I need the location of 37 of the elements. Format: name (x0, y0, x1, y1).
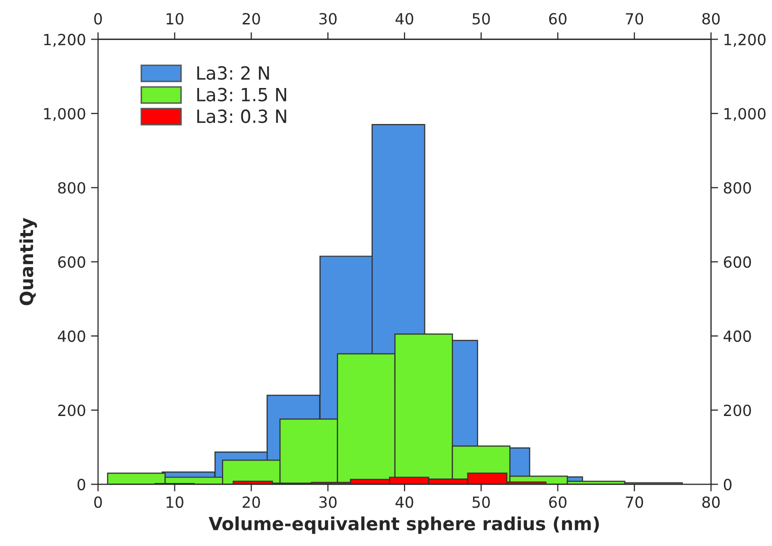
x-tick-label: 40 (396, 496, 414, 508)
y2-tick-label: 1,000 (724, 108, 766, 122)
x-tick-label: 60 (549, 496, 566, 508)
x-tick-label: 30 (319, 496, 337, 508)
x2-tick-label: 80 (702, 12, 720, 25)
y-tick-label: 600 (58, 256, 86, 268)
y-tick-label: 400 (58, 330, 86, 342)
x-tick-label: 0 (94, 496, 102, 508)
x2-tick-label: 60 (549, 12, 566, 25)
x-tick-label: 20 (242, 496, 260, 508)
y2-tick-label: 600 (724, 256, 751, 268)
x-tick-label: 70 (626, 496, 644, 508)
y-tick-label: 1,200 (44, 34, 86, 47)
x2-tick-label: 30 (319, 12, 337, 25)
x2-tick-label: 20 (242, 12, 260, 25)
y2-tick-label: 1,200 (724, 34, 766, 47)
legend-label: La3: 2 N (197, 66, 269, 80)
y2-tick-label: 800 (724, 182, 751, 194)
y-axis-title: Quantity (19, 218, 37, 306)
y2-tick-label: 400 (724, 330, 751, 342)
y-tick-label: 200 (58, 404, 86, 416)
legend-label: La3: 0.3 N (197, 109, 286, 124)
y2-tick-label: 0 (724, 478, 732, 490)
x-tick-label: 10 (166, 496, 184, 508)
y-tick-label: 1,000 (44, 108, 86, 122)
x-tick-label: 80 (702, 496, 720, 508)
x2-tick-label: 70 (626, 12, 644, 25)
x-tick-label: 50 (472, 496, 490, 508)
y-tick-label: 0 (78, 478, 86, 490)
y-tick-label: 800 (58, 182, 86, 194)
y2-tick-label: 200 (724, 404, 751, 416)
x2-tick-label: 10 (166, 12, 184, 25)
x-axis-title: Volume-equivalent sphere radius (nm) (208, 516, 599, 534)
x2-tick-label: 40 (396, 12, 414, 25)
x2-tick-label: 0 (94, 12, 102, 25)
legend-label: La3: 1.5 N (197, 88, 286, 102)
x2-tick-label: 50 (472, 12, 490, 25)
